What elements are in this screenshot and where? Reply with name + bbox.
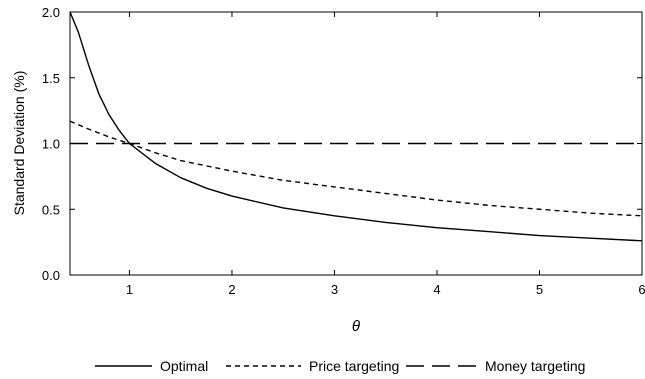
axis-ticks: 1 2 3 4 5 6 0.0 0.5 1.0 1.5 2.0 xyxy=(42,5,645,297)
legend: Optimal Price targeting Money targeting xyxy=(95,358,585,374)
series-line-price-targeting xyxy=(69,120,643,217)
x-axis-label: θ xyxy=(352,318,360,335)
y-tick-label: 1.0 xyxy=(42,137,60,152)
y-tick-label: 0.5 xyxy=(42,202,60,217)
series-lines xyxy=(69,11,643,242)
legend-label: Price targeting xyxy=(309,358,399,374)
x-tick-label: 3 xyxy=(331,282,338,297)
x-tick-label: 2 xyxy=(228,282,235,297)
x-tick-label: 4 xyxy=(433,282,440,297)
y-tick-label: 2.0 xyxy=(42,5,60,20)
x-tick-label: 1 xyxy=(126,282,133,297)
series-line-optimal xyxy=(69,11,643,242)
y-tick-label: 0.0 xyxy=(42,268,60,283)
y-tick-label: 1.5 xyxy=(42,71,60,86)
x-tick-label: 5 xyxy=(536,282,543,297)
y-axis-label: Standard Deviation (%) xyxy=(11,71,27,216)
x-tick-label: 6 xyxy=(638,282,645,297)
legend-label: Money targeting xyxy=(485,358,585,374)
legend-label: Optimal xyxy=(160,358,208,374)
